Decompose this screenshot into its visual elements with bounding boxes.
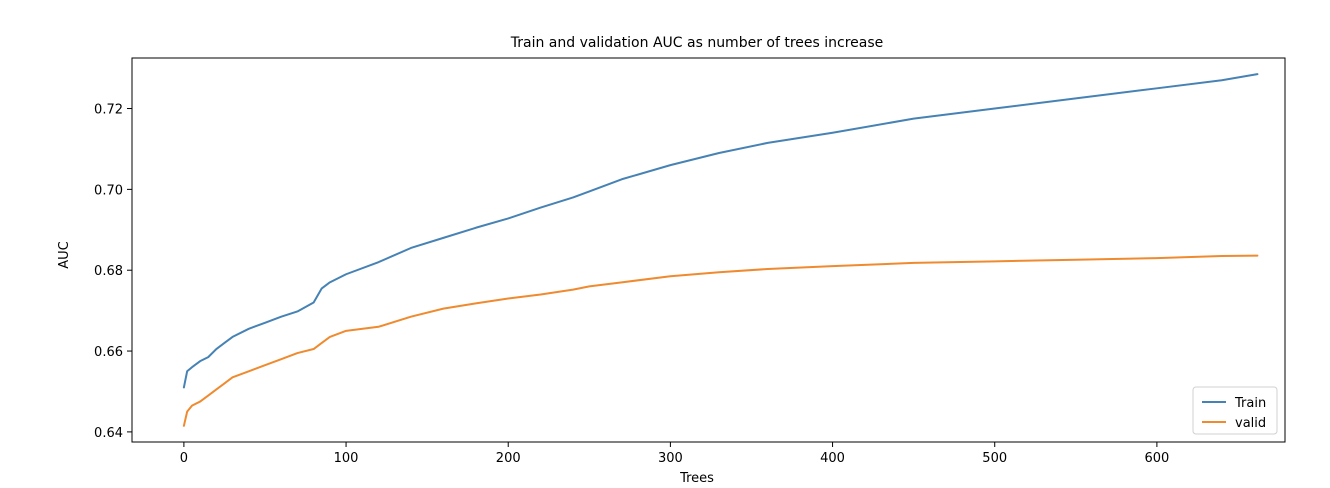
x-tick-label: 600 bbox=[1144, 451, 1169, 466]
plot-frame bbox=[131, 57, 1286, 443]
chart-title: Train and validation AUC as number of tr… bbox=[510, 35, 884, 51]
legend: Train valid bbox=[1192, 386, 1278, 435]
x-tick-label: 400 bbox=[820, 451, 845, 466]
plot-area: 0 100 200 300 400 500 600 0.64 0.66 0.68 0.70 0.72 bbox=[94, 57, 1286, 466]
x-tick-label: 100 bbox=[334, 451, 359, 466]
x-tick-label: 200 bbox=[496, 451, 521, 466]
x-tick-label: 300 bbox=[658, 451, 683, 466]
legend-label-train: Train bbox=[1234, 396, 1266, 411]
y-tick-label: 0.70 bbox=[94, 183, 123, 198]
legend-label-valid: valid bbox=[1235, 416, 1266, 431]
x-axis-label: Trees bbox=[679, 471, 714, 486]
x-tick-label: 500 bbox=[982, 451, 1007, 466]
y-axis-label: AUC bbox=[57, 241, 72, 269]
y-tick-label: 0.68 bbox=[94, 264, 123, 279]
series-line-train bbox=[182, 73, 1259, 389]
y-tick-label: 0.66 bbox=[94, 345, 123, 360]
series-line-valid bbox=[182, 254, 1259, 427]
y-tick-label: 0.64 bbox=[94, 426, 123, 441]
y-tick-label: 0.72 bbox=[94, 103, 123, 118]
x-tick-label: 0 bbox=[180, 451, 188, 466]
